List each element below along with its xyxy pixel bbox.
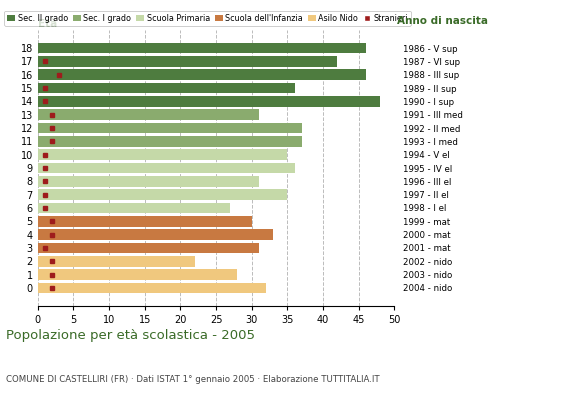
Bar [38, 96, 380, 107]
Bar [38, 216, 252, 227]
Text: COMUNE DI CASTELLIRI (FR) · Dati ISTAT 1° gennaio 2005 · Elaborazione TUTTITALIA: COMUNE DI CASTELLIRI (FR) · Dati ISTAT 1… [6, 375, 379, 384]
Bar [38, 149, 288, 160]
Bar [38, 269, 237, 280]
Bar [38, 122, 302, 134]
Bar [38, 282, 266, 294]
Bar [38, 229, 273, 240]
Bar [38, 136, 302, 147]
Bar [38, 202, 230, 214]
Text: Età: Età [38, 19, 57, 29]
Bar [38, 69, 366, 80]
Bar [38, 109, 259, 120]
Bar [38, 42, 366, 54]
Bar [38, 256, 195, 267]
Bar [38, 82, 295, 94]
Bar [38, 56, 338, 67]
Text: Popolazione per età scolastica - 2005: Popolazione per età scolastica - 2005 [6, 329, 255, 342]
Bar [38, 176, 259, 187]
Bar [38, 242, 259, 254]
Legend: Sec. II grado, Sec. I grado, Scuola Primaria, Scuola dell'Infanzia, Asilo Nido, : Sec. II grado, Sec. I grado, Scuola Prim… [4, 10, 411, 26]
Bar [38, 189, 288, 200]
Text: Anno di nascita: Anno di nascita [397, 16, 488, 26]
Bar [38, 162, 295, 174]
